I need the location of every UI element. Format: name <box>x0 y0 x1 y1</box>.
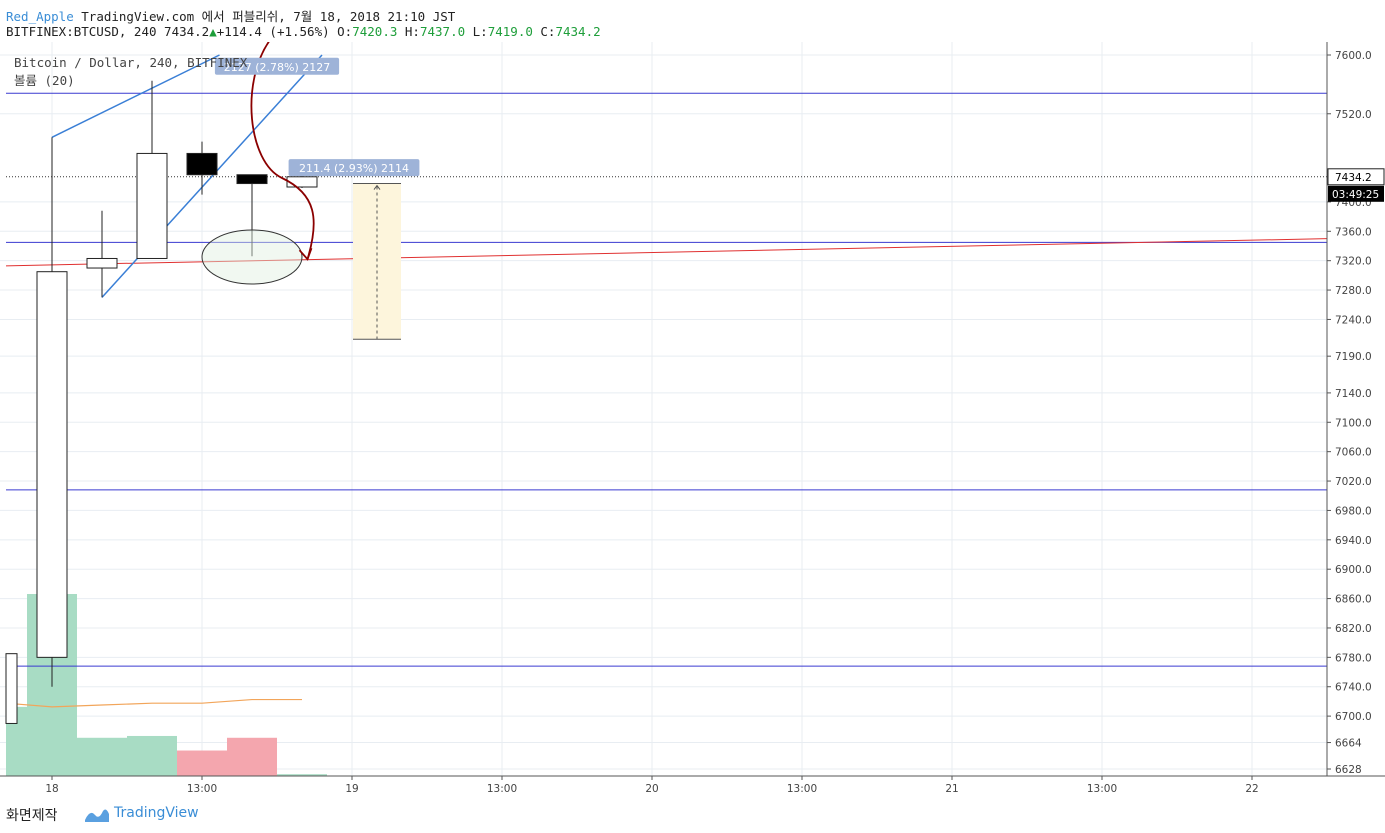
volume-bar <box>127 735 177 776</box>
y-tick-label: 6780.0 <box>1335 652 1372 664</box>
tradingview-logo-icon[interactable] <box>84 806 110 824</box>
x-tick-label: 20 <box>645 783 658 795</box>
y-tick-label: 6740.0 <box>1335 682 1372 694</box>
open-label: O: <box>337 24 353 39</box>
author-link[interactable]: Red_Apple <box>6 9 74 24</box>
y-tick-label: 6860.0 <box>1335 594 1372 606</box>
high-value: 7437.0 <box>419 24 466 39</box>
candle-body <box>36 271 68 658</box>
volume-bar <box>227 737 277 776</box>
y-tick-label: 6820.0 <box>1335 623 1372 635</box>
x-tick-label: 13:00 <box>487 783 517 795</box>
x-tick-label: 13:00 <box>187 783 217 795</box>
legend-symbol: Bitcoin / Dollar, 240, BITFINEX <box>14 55 248 70</box>
y-tick-label: 7360.0 <box>1335 226 1372 238</box>
volume-ma-line <box>5 698 302 708</box>
highlight-ellipse <box>201 229 303 285</box>
measure-label-top: 2127 (2.78%) 2127 <box>224 61 331 74</box>
y-tick-label: 6980.0 <box>1335 505 1372 517</box>
symbol-header: BITFINEX:BTCUSD, 240 7434.2▲+114.4 (+1.5… <box>6 24 601 39</box>
countdown-badge-bg <box>1328 185 1384 202</box>
y-tick-label: 7100.0 <box>1335 417 1372 429</box>
arrow-head <box>298 247 313 261</box>
countdown-badge: 03:49:25 <box>1332 189 1379 201</box>
measure-label-top-bg <box>214 57 340 75</box>
close-value: 7434.2 <box>555 24 601 39</box>
low-label: L: <box>472 24 488 39</box>
candle-body <box>186 152 218 176</box>
volume-bar <box>6 706 27 776</box>
volume-bar <box>77 737 127 776</box>
x-tick-label: 21 <box>945 783 958 795</box>
x-tick-label: 18 <box>45 783 58 795</box>
y-tick-label: 6900.0 <box>1335 564 1372 576</box>
open-value: 7420.3 <box>352 24 398 39</box>
low-value: 7419.0 <box>487 24 533 39</box>
candle-body <box>286 176 318 188</box>
candlesticks <box>5 80 318 724</box>
y-tick-label: 6664 <box>1335 738 1362 750</box>
last-price-badge-bg <box>1327 168 1385 186</box>
snapshot-label: 화면제작 <box>6 808 58 824</box>
change-value: +114.4 (+1.56%) <box>216 24 330 39</box>
x-tick-label: 13:00 <box>787 783 817 795</box>
x-tick-label: 13:00 <box>1087 783 1117 795</box>
y-tick-label: 7240.0 <box>1335 314 1372 326</box>
y-tick-label: 7020.0 <box>1335 476 1372 488</box>
x-tick-label: 22 <box>1245 783 1258 795</box>
y-tick-label: 7060.0 <box>1335 447 1372 459</box>
price-range-arrow <box>373 184 381 190</box>
tradingview-brand-link[interactable]: TradingView <box>114 805 199 821</box>
grid-lines <box>0 42 1327 776</box>
volume-bar <box>277 774 327 776</box>
footer: 화면제작 TradingView <box>0 798 1385 833</box>
channel-trend-line <box>51 54 220 138</box>
high-label: H: <box>404 24 420 39</box>
drawing-lines <box>5 54 1328 667</box>
y-tick-label: 7600.0 <box>1335 50 1372 62</box>
y-tick-label: 6940.0 <box>1335 535 1372 547</box>
symbol-line: BITFINEX:BTCUSD, 240 7434.2 <box>6 24 210 39</box>
change-up-icon: ▲ <box>209 24 217 39</box>
y-tick-label: 7320.0 <box>1335 256 1372 268</box>
candle-body <box>86 257 118 269</box>
volume-bar <box>177 750 227 776</box>
published-info: TradingView.com 에서 퍼블리쉬, 7월 18, 2018 21:… <box>81 9 456 24</box>
sloped-support-line <box>5 238 1328 267</box>
candle-body <box>5 653 18 724</box>
x-tick-label: 19 <box>345 783 358 795</box>
last-price-badge: 7434.2 <box>1335 172 1372 184</box>
measure-label-right-bg <box>288 159 420 177</box>
publish-header: Red_Apple TradingView.com 에서 퍼블리쉬, 7월 18… <box>6 6 455 25</box>
close-label: C: <box>540 24 556 39</box>
curved-arrow <box>250 42 315 260</box>
legend-volume: 볼륨 (20) <box>14 73 75 88</box>
price-axis-bg <box>1327 42 1385 776</box>
candle-body <box>236 174 268 185</box>
measure-label-right: 211.4 (2.93%) 2114 <box>299 162 409 175</box>
y-tick-label: 6628 <box>1335 764 1362 776</box>
volume-pane <box>5 594 327 776</box>
y-tick-label: 7520.0 <box>1335 109 1372 121</box>
y-tick-label: 7140.0 <box>1335 388 1372 400</box>
annotations: 2127 (2.78%) 2127 211.4 (2.93%) 2114 <box>201 42 420 340</box>
y-tick-label: 6700.0 <box>1335 711 1372 723</box>
axes: 7600.07520.07400.07360.07320.07280.07240… <box>0 42 1385 795</box>
price-chart[interactable]: 2127 (2.78%) 2127 211.4 (2.93%) 2114 7600… <box>0 42 1385 798</box>
y-tick-label: 7280.0 <box>1335 285 1372 297</box>
y-tick-label: 7190.0 <box>1335 351 1372 363</box>
candle-body <box>136 152 168 259</box>
